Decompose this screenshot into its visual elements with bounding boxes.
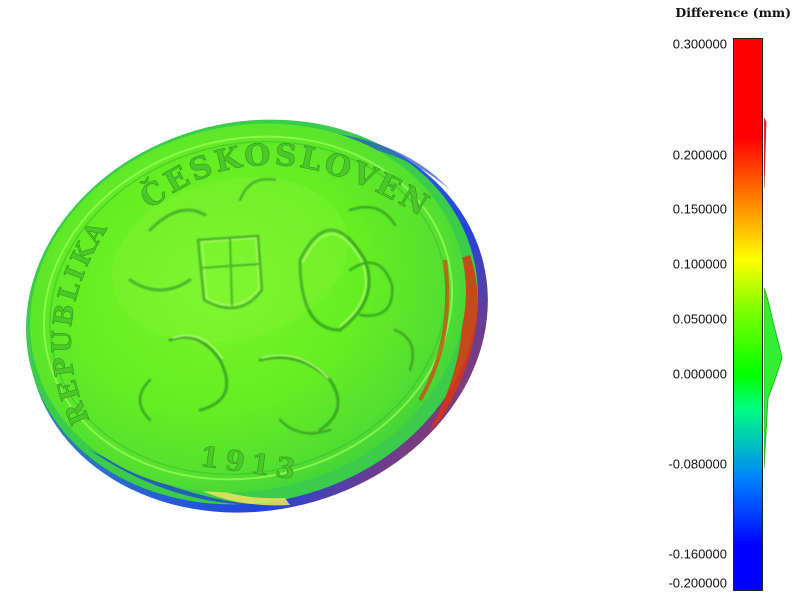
tick-label: 0.050000: [672, 311, 727, 327]
tick-label: -0.080000: [668, 456, 727, 472]
deviation-histogram: [764, 117, 783, 469]
tick-label: -0.160000: [668, 546, 727, 562]
3d-viewport[interactable]: ČESKOSLOVENSKÁ REPUBLIKA 1913: [0, 0, 600, 595]
coin-deviation-model[interactable]: ČESKOSLOVENSKÁ REPUBLIKA 1913: [0, 0, 600, 595]
legend-title: Difference (mm): [675, 5, 791, 20]
tick-label: -0.200000: [668, 575, 727, 591]
tick-label: 0.300000: [672, 36, 727, 52]
tick-label: 0.000000: [672, 366, 727, 382]
tick-label: 0.100000: [672, 256, 727, 272]
tick-label: 0.150000: [672, 201, 727, 217]
coin-face: ČESKOSLOVENSKÁ REPUBLIKA 1913: [0, 0, 466, 493]
tick-label: 0.200000: [672, 147, 727, 163]
color-bar: [733, 38, 763, 591]
color-scale-legend: Difference (mm) 0.300000 0.200000 0.150000…: [606, 0, 795, 595]
